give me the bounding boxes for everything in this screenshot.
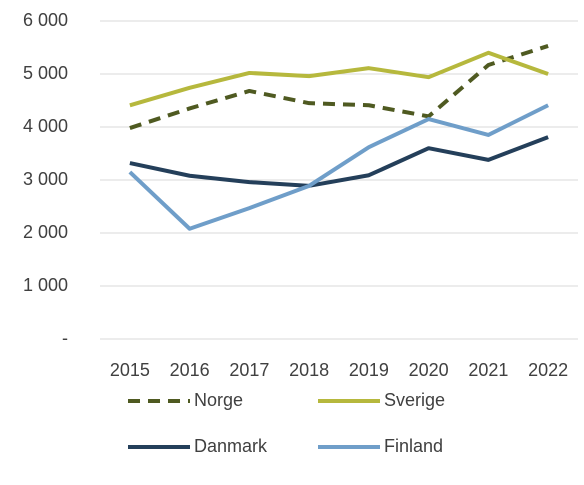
y-tick-label: 3 000 <box>23 169 68 189</box>
legend-label: Sverige <box>384 390 445 410</box>
x-tick-label: 2017 <box>229 360 269 380</box>
y-tick-label: 2 000 <box>23 222 68 242</box>
series-line <box>128 103 550 231</box>
x-tick-label: 2016 <box>170 360 210 380</box>
x-tick-label: 2015 <box>110 360 150 380</box>
x-tick-label: 2021 <box>468 360 508 380</box>
legend-label: Danmark <box>194 436 268 456</box>
series-line <box>129 50 549 108</box>
x-tick-label: 2020 <box>409 360 449 380</box>
x-tick-label: 2022 <box>528 360 568 380</box>
series-line <box>129 135 549 188</box>
y-tick-label: 1 000 <box>23 275 68 295</box>
legend-label: Finland <box>384 436 443 456</box>
x-tick-label: 2018 <box>289 360 329 380</box>
y-tick-label: - <box>62 328 68 348</box>
y-tick-label: 4 000 <box>23 116 68 136</box>
y-tick-label: 5 000 <box>23 63 68 83</box>
legend-label: Norge <box>194 390 243 410</box>
y-tick-label: 6 000 <box>23 10 68 30</box>
x-tick-label: 2019 <box>349 360 389 380</box>
